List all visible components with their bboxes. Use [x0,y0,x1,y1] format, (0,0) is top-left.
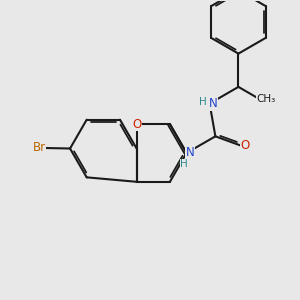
Text: H: H [180,159,188,169]
Text: O: O [132,118,141,130]
Text: N: N [186,146,194,160]
Text: H: H [199,97,207,107]
Text: CH₃: CH₃ [256,94,276,104]
Text: O: O [240,139,250,152]
Text: Br: Br [33,141,46,154]
Text: N: N [209,97,218,110]
